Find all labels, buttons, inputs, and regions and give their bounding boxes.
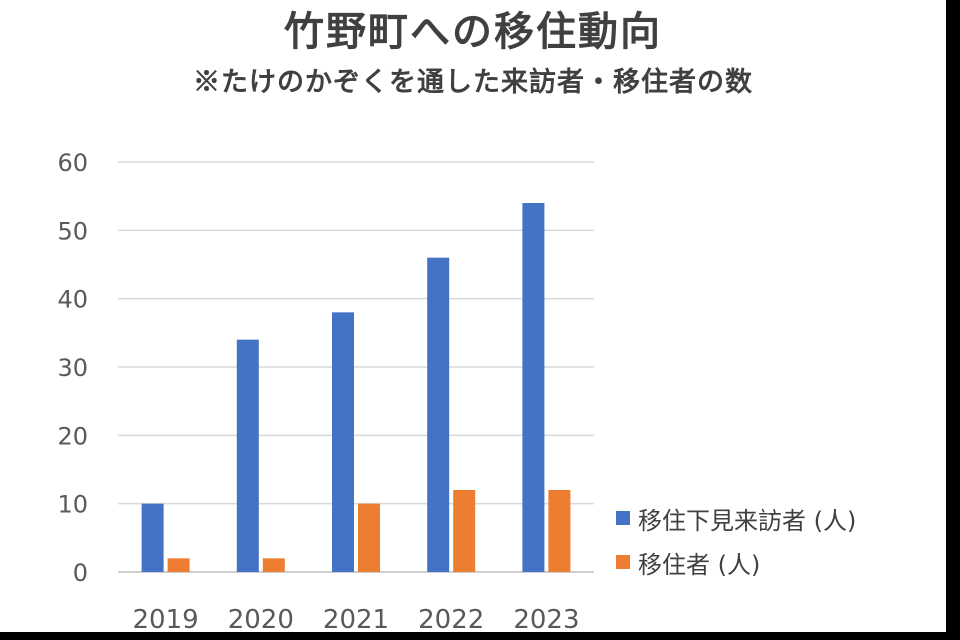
legend-item-visitors: 移住下見来訪者 (人): [616, 496, 856, 540]
bar-visitors-2019: [141, 503, 164, 572]
legend-swatch-movers: [616, 555, 630, 569]
y-tick-label-50: 50: [57, 217, 88, 245]
bar-movers-2022: [453, 490, 476, 572]
x-tick-label-2022: 2022: [418, 605, 484, 635]
bar-movers-2023: [548, 490, 571, 572]
x-tick-label-2019: 2019: [133, 605, 199, 635]
bar-visitors-2022: [427, 257, 450, 572]
legend: 移住下見来訪者 (人) 移住者 (人): [616, 496, 856, 584]
bar-movers-2020: [262, 558, 285, 572]
y-tick-label-20: 20: [57, 422, 88, 450]
chart-subtitle: ※たけのかぞくを通した来訪者・移住者の数: [193, 67, 753, 98]
y-tick-label-40: 40: [57, 286, 88, 314]
bar-visitors-2020: [236, 339, 259, 572]
y-tick-label-30: 30: [57, 354, 88, 382]
bar-visitors-2021: [332, 312, 354, 572]
y-tick-label-0: 0: [73, 559, 88, 587]
bar-visitors-2023: [522, 203, 545, 572]
chart-title: 竹野町への移住動向: [284, 8, 662, 55]
legend-label-movers: 移住者 (人): [638, 550, 761, 579]
x-tick-label-2021: 2021: [323, 605, 389, 635]
x-tick-label-2023: 2023: [513, 605, 579, 635]
y-tick-label-10: 10: [57, 491, 88, 519]
right-frame-edge: [946, 0, 960, 640]
bar-movers-2019: [167, 558, 190, 572]
y-tick-label-60: 60: [57, 149, 88, 177]
legend-swatch-visitors: [616, 511, 630, 525]
bottom-frame-edge: [0, 632, 960, 640]
bar-movers-2021: [358, 503, 380, 572]
legend-item-movers: 移住者 (人): [616, 540, 856, 584]
x-tick-label-2020: 2020: [228, 605, 294, 635]
legend-label-visitors: 移住下見来訪者 (人): [638, 506, 857, 535]
